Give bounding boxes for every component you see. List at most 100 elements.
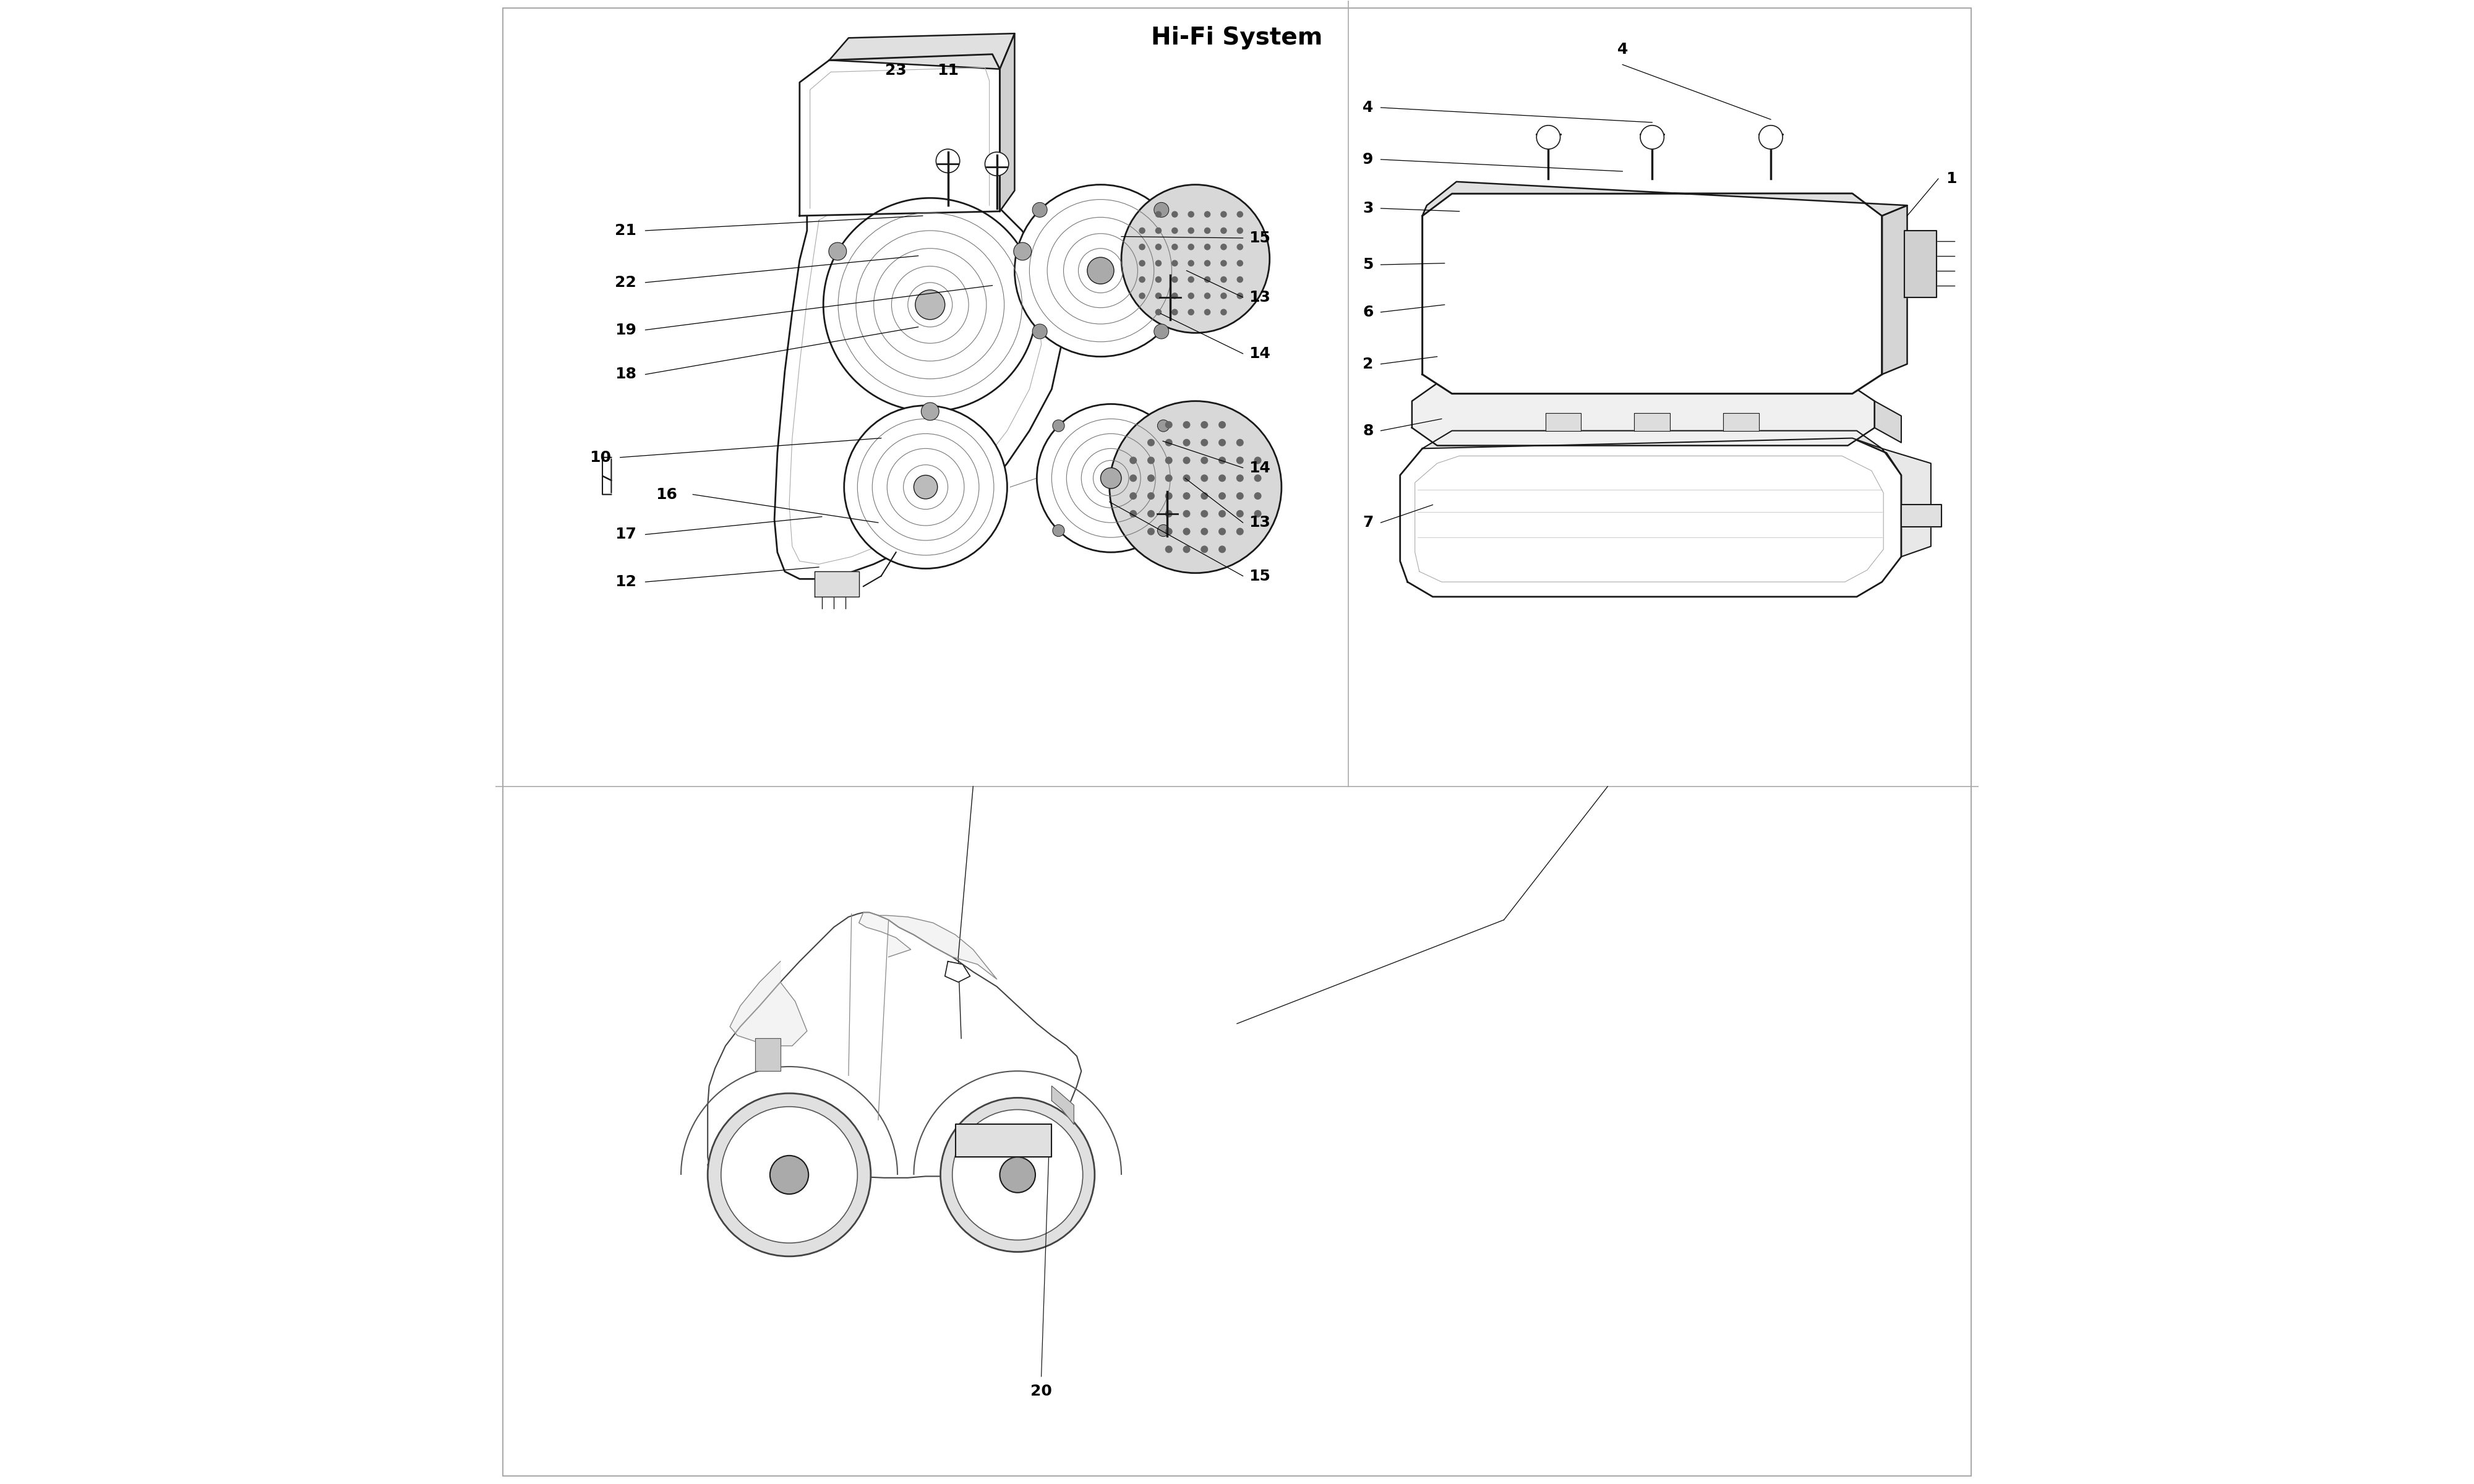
Circle shape [1138,276,1145,283]
Circle shape [1188,243,1195,251]
Text: 11: 11 [938,64,960,79]
Circle shape [1131,475,1138,482]
Circle shape [1051,525,1064,537]
Polygon shape [814,571,858,597]
Circle shape [1155,276,1163,283]
Circle shape [1759,125,1784,148]
Circle shape [1237,528,1244,536]
Circle shape [1200,439,1207,447]
Circle shape [1101,467,1121,488]
Circle shape [1155,292,1163,300]
Circle shape [1032,202,1047,217]
Circle shape [1183,475,1190,482]
Circle shape [1155,260,1163,267]
Circle shape [1237,510,1244,518]
Circle shape [1220,457,1227,464]
Circle shape [1051,420,1064,432]
Circle shape [1183,439,1190,447]
Circle shape [824,197,1037,411]
Circle shape [1165,439,1173,447]
Text: 3: 3 [1363,200,1373,215]
Circle shape [1205,292,1210,300]
Circle shape [1165,493,1173,500]
Circle shape [1200,457,1207,464]
Circle shape [1155,211,1163,218]
Circle shape [952,1110,1084,1241]
Polygon shape [1905,230,1937,297]
Text: 6: 6 [1363,304,1373,319]
Circle shape [1205,260,1210,267]
Circle shape [1220,211,1227,218]
Text: 17: 17 [616,527,636,542]
Text: 8: 8 [1363,423,1373,438]
Polygon shape [1546,413,1581,430]
Circle shape [1220,439,1227,447]
Circle shape [1200,475,1207,482]
Circle shape [1173,260,1178,267]
Circle shape [720,1107,858,1244]
Polygon shape [1413,383,1875,445]
Circle shape [1173,292,1178,300]
Circle shape [829,242,846,260]
Circle shape [1155,243,1163,251]
Circle shape [999,1158,1034,1193]
Text: 13: 13 [1249,289,1272,304]
Circle shape [940,1098,1094,1252]
Circle shape [1220,528,1227,536]
Circle shape [1220,493,1227,500]
Circle shape [1188,309,1195,316]
Polygon shape [999,34,1014,211]
Circle shape [1165,457,1173,464]
Circle shape [1148,510,1155,518]
Circle shape [1200,421,1207,429]
Polygon shape [1051,1086,1074,1125]
Circle shape [1165,528,1173,536]
Text: 2: 2 [1363,356,1373,371]
Polygon shape [829,34,1014,70]
Text: 22: 22 [616,275,636,289]
Circle shape [1188,211,1195,218]
Circle shape [1200,528,1207,536]
Text: 14: 14 [1249,460,1272,475]
Circle shape [1220,309,1227,316]
Circle shape [1220,475,1227,482]
Text: 15: 15 [1249,230,1272,245]
Circle shape [1254,493,1262,500]
Polygon shape [1423,193,1883,393]
Text: 7: 7 [1363,515,1373,530]
Polygon shape [1883,448,1930,556]
Circle shape [1138,260,1145,267]
Circle shape [920,402,940,420]
Circle shape [1237,227,1244,234]
Circle shape [1086,257,1113,283]
Circle shape [1158,420,1170,432]
Polygon shape [708,913,1081,1195]
Polygon shape [774,190,1061,579]
Circle shape [1220,421,1227,429]
Circle shape [1220,510,1227,518]
Polygon shape [1875,401,1900,442]
Circle shape [1220,292,1227,300]
Circle shape [1220,243,1227,251]
Text: 18: 18 [616,367,636,381]
Circle shape [1536,125,1561,148]
Polygon shape [1635,413,1670,430]
Circle shape [1237,457,1244,464]
Polygon shape [799,55,999,215]
Text: Hi-Fi System: Hi-Fi System [1150,27,1324,49]
Circle shape [1173,211,1178,218]
Circle shape [1205,227,1210,234]
Circle shape [1148,457,1155,464]
Text: 10: 10 [589,450,611,464]
Circle shape [1237,211,1244,218]
Polygon shape [945,962,970,982]
Circle shape [1220,546,1227,554]
Circle shape [1173,243,1178,251]
Circle shape [1148,439,1155,447]
Polygon shape [1900,505,1942,527]
Circle shape [1148,493,1155,500]
Circle shape [1188,276,1195,283]
Circle shape [1173,309,1178,316]
Text: 9: 9 [1363,151,1373,166]
Circle shape [708,1094,871,1257]
